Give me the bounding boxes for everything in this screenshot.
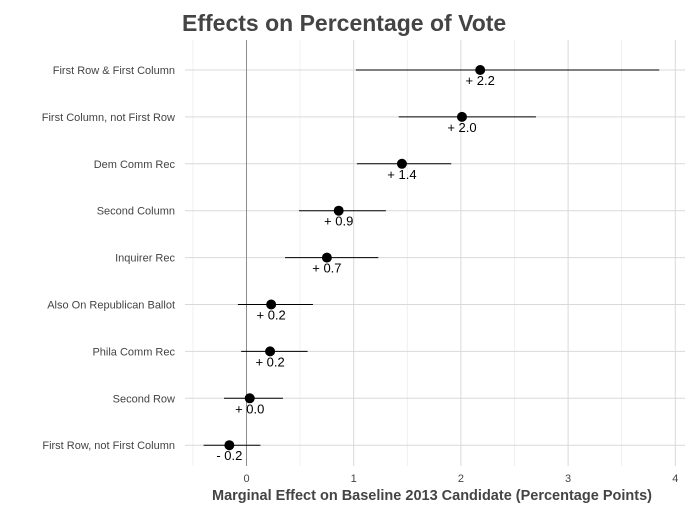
- data-label: + 2.0: [447, 120, 476, 135]
- x-tick-label: 4: [672, 473, 678, 485]
- data-point: [224, 440, 235, 451]
- x-axis-title: Marginal Effect on Baseline 2013 Candida…: [212, 488, 652, 504]
- data-label: + 1.4: [387, 167, 416, 182]
- data-point: [265, 346, 276, 357]
- x-tick-label: 3: [565, 473, 571, 485]
- chart-title: Effects on Percentage of Vote: [182, 10, 507, 36]
- y-tick-label: Second Column: [97, 206, 175, 218]
- data-point: [456, 111, 467, 122]
- data-label: + 0.9: [324, 214, 353, 229]
- data-label: + 0.2: [257, 308, 286, 323]
- data-label: + 0.7: [312, 261, 341, 276]
- data-point: [266, 299, 277, 310]
- x-tick-label: 0: [243, 473, 249, 485]
- y-tick-label: Dem Comm Rec: [94, 159, 176, 171]
- data-point: [244, 393, 255, 404]
- data-point: [321, 252, 332, 263]
- data-label: + 0.2: [255, 354, 284, 369]
- x-tick-label: 1: [351, 473, 357, 485]
- y-tick-label: First Column, not First Row: [42, 112, 175, 124]
- data-point: [396, 158, 407, 169]
- data-point: [333, 205, 344, 216]
- x-tick-label: 2: [458, 473, 464, 485]
- data-label: + 0.0: [235, 401, 264, 416]
- data-label: + 2.2: [466, 73, 495, 88]
- y-tick-label: First Row & First Column: [53, 65, 175, 77]
- y-tick-label: Second Row: [113, 393, 175, 405]
- data-point: [475, 65, 486, 75]
- y-tick-label: First Row, not First Column: [42, 440, 175, 452]
- y-tick-label: Phila Comm Rec: [92, 346, 175, 358]
- data-label: - 0.2: [216, 448, 242, 463]
- y-tick-label: Inquirer Rec: [115, 253, 175, 265]
- y-tick-label: Also On Republican Ballot: [47, 300, 175, 312]
